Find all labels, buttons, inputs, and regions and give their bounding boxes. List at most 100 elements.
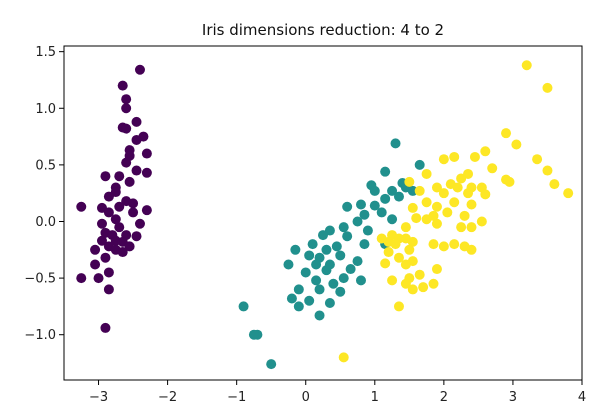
plot-frame	[63, 45, 583, 381]
data-point-series-1	[103, 207, 114, 218]
data-point-series-3	[421, 197, 432, 208]
data-point-series-2	[321, 265, 332, 276]
data-point-series-3	[421, 168, 432, 179]
data-point-series-3	[380, 258, 391, 269]
y-tick-label: 0.0	[35, 215, 56, 230]
x-tick-label: 3	[509, 390, 517, 405]
data-point-series-1	[121, 94, 132, 105]
data-point-series-3	[411, 213, 422, 224]
data-point-series-3	[476, 216, 487, 227]
data-point-series-1	[103, 191, 114, 202]
data-point-series-1	[110, 214, 121, 225]
data-point-series-2	[359, 209, 370, 220]
data-point-series-3	[431, 182, 442, 193]
data-point-series-2	[248, 329, 259, 340]
data-point-series-3	[542, 82, 553, 93]
data-point-series-1	[90, 259, 101, 270]
data-point-series-1	[117, 247, 128, 258]
data-point-series-2	[331, 241, 342, 252]
data-point-series-1	[131, 231, 142, 242]
data-point-series-2	[369, 200, 380, 211]
data-point-series-3	[414, 269, 425, 280]
data-point-series-2	[293, 301, 304, 312]
data-point-series-2	[359, 239, 370, 250]
data-point-series-3	[400, 259, 411, 270]
data-point-series-1	[100, 322, 111, 333]
data-point-series-3	[404, 244, 415, 255]
data-point-series-2	[318, 230, 328, 241]
data-point-series-3	[549, 179, 560, 190]
data-point-series-2	[314, 310, 325, 321]
y-tick-label: 1.0	[35, 102, 56, 117]
x-tick-label: −1	[227, 390, 246, 405]
data-point-series-3	[532, 154, 543, 165]
data-point-series-3	[338, 352, 349, 363]
data-point-series-1	[124, 176, 135, 187]
data-point-series-1	[128, 207, 139, 218]
data-point-series-2	[342, 231, 353, 242]
data-point-series-1	[141, 205, 152, 216]
data-point-series-1	[141, 148, 152, 159]
data-point-series-3	[511, 139, 522, 150]
data-point-series-2	[324, 298, 335, 309]
data-point-series-2	[335, 250, 346, 261]
data-point-series-3	[466, 199, 477, 210]
data-point-series-2	[387, 185, 398, 196]
x-tick-label: 4	[578, 390, 586, 405]
data-point-series-3	[449, 239, 460, 250]
data-point-series-2	[283, 259, 294, 270]
data-point-series-1	[76, 273, 87, 284]
data-point-series-2	[342, 201, 353, 212]
data-point-series-2	[304, 250, 315, 261]
x-axis: −3 −2 −1 0 1 2 3 4	[89, 380, 586, 405]
data-point-series-1	[117, 80, 128, 91]
data-point-series-2	[380, 166, 391, 177]
data-point-series-2	[387, 214, 398, 225]
data-point-series-2	[352, 256, 363, 267]
data-point-series-2	[286, 293, 297, 304]
data-point-series-1	[93, 273, 104, 284]
data-point-series-3	[501, 128, 512, 139]
data-point-series-1	[134, 218, 145, 229]
data-point-series-2	[338, 222, 349, 233]
data-point-series-2	[321, 244, 332, 255]
data-point-series-3	[407, 284, 418, 295]
data-point-series-1	[103, 284, 114, 295]
data-point-series-1	[131, 134, 142, 145]
x-tick-label: 0	[302, 390, 310, 405]
data-point-series-2	[328, 278, 339, 289]
data-point-series-2	[293, 284, 304, 295]
data-point-series-3	[428, 239, 439, 250]
data-point-series-3	[463, 188, 474, 199]
data-point-series-2	[304, 295, 315, 306]
data-point-series-1	[121, 103, 132, 114]
data-point-series-3	[404, 176, 415, 187]
data-point-series-3	[438, 154, 449, 165]
data-point-series-3	[421, 214, 432, 225]
data-point-series-2	[266, 359, 277, 370]
data-point-series-3	[407, 236, 418, 247]
data-point-series-2	[355, 275, 366, 286]
y-tick-label: −1.0	[24, 328, 56, 343]
data-point-series-2	[407, 185, 418, 196]
data-point-series-2	[307, 239, 318, 250]
data-point-series-1	[90, 244, 101, 255]
data-point-series-1	[114, 201, 125, 212]
data-point-series-2	[335, 286, 346, 297]
data-point-series-2	[311, 275, 322, 286]
data-point-series-2	[376, 207, 387, 218]
data-point-series-1	[131, 165, 142, 176]
data-point-series-2	[393, 191, 404, 202]
data-point-series-3	[431, 264, 442, 275]
data-point-series-1	[131, 116, 142, 127]
data-point-series-3	[407, 202, 418, 213]
data-point-series-2	[300, 267, 311, 278]
data-point-series-2	[290, 244, 301, 255]
data-point-series-3	[438, 241, 449, 252]
data-point-series-1	[100, 252, 111, 263]
data-point-series-1	[96, 235, 107, 246]
data-point-series-2	[380, 193, 391, 204]
data-point-series-3	[393, 301, 404, 312]
data-point-series-2	[355, 199, 366, 210]
